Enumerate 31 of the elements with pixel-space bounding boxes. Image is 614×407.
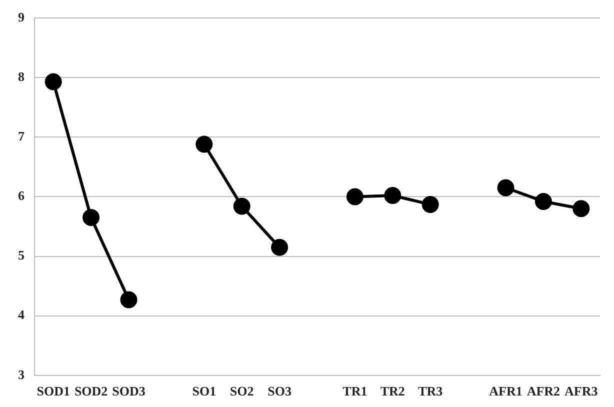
point	[346, 188, 364, 206]
x-tick-label: SOD3	[112, 384, 146, 399]
point	[196, 136, 213, 153]
point	[497, 179, 514, 196]
y-tick-label: 8	[18, 68, 25, 84]
point	[384, 187, 402, 204]
y-tick-label: 4	[18, 307, 25, 322]
point	[233, 198, 250, 215]
x-tick-label: AFR3	[564, 384, 598, 399]
y-tick-label: 3	[18, 366, 25, 382]
x-tick-label: SOD1	[36, 384, 70, 399]
x-tick-label: AFR2	[526, 384, 560, 399]
x-tick-label: TR2	[380, 384, 405, 399]
x-tick-label: SO1	[192, 384, 216, 399]
x-tick-label: TR3	[418, 384, 444, 399]
x-tick-label: SOD2	[74, 384, 108, 399]
x-tick-label: AFR1	[489, 384, 522, 399]
y-tick-label: 6	[18, 188, 25, 204]
x-tick-label: SO3	[268, 384, 292, 399]
point	[44, 73, 62, 90]
x-tick-label: SO2	[230, 384, 254, 399]
x-tick-label: TR1	[342, 384, 368, 399]
point	[534, 192, 552, 210]
y-tick-label: 5	[18, 248, 25, 263]
point	[572, 200, 590, 218]
point	[120, 291, 138, 308]
point	[82, 209, 100, 226]
point	[271, 238, 288, 256]
y-tick-label: 7	[18, 128, 25, 144]
y-tick-label: 9	[18, 9, 25, 24]
point	[422, 196, 439, 213]
